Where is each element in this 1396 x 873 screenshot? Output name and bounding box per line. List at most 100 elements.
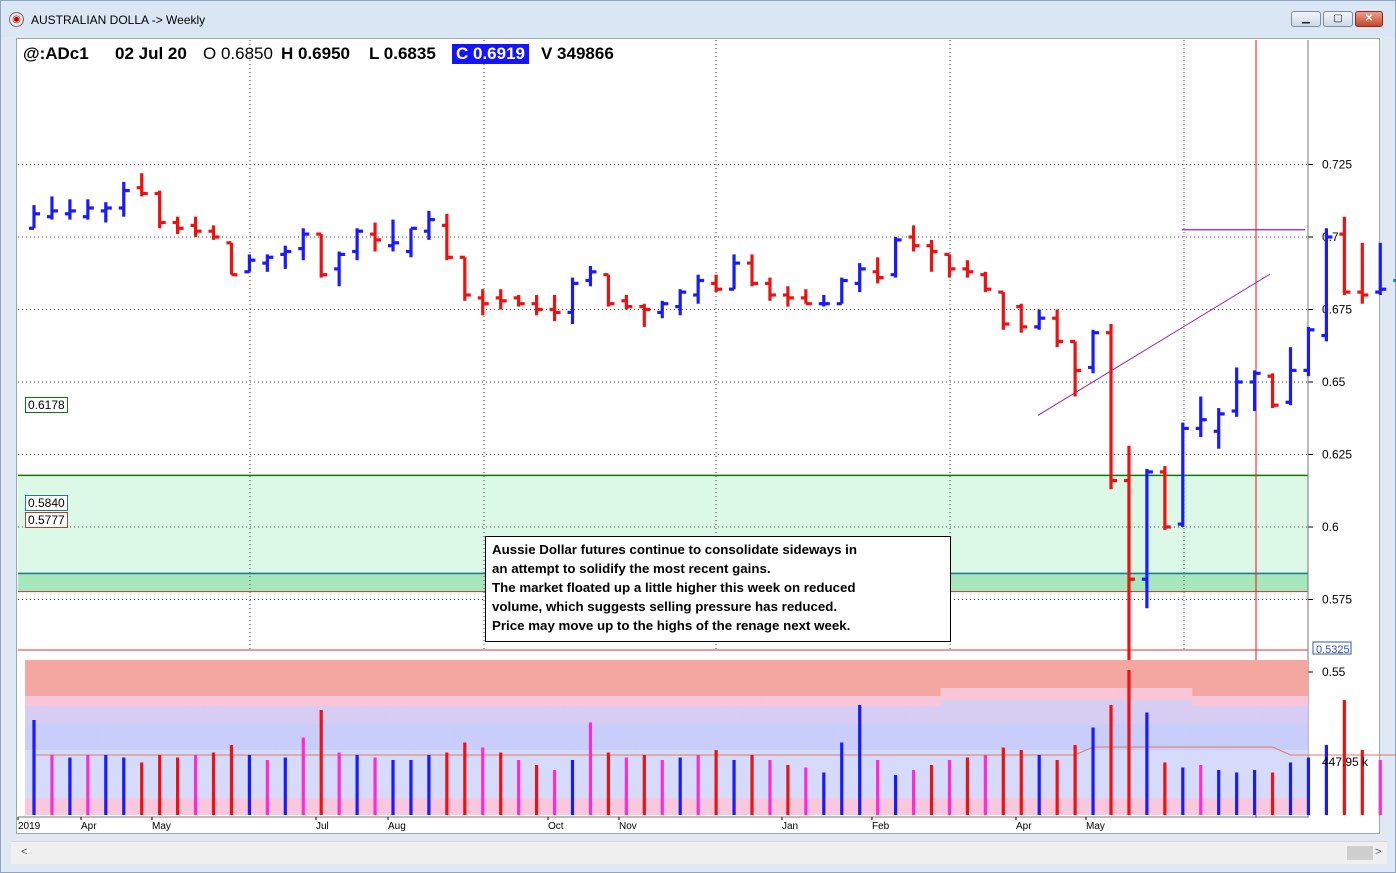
maximize-button[interactable]: ▢ bbox=[1323, 11, 1353, 27]
ohlc-bar bbox=[1321, 228, 1333, 342]
time-tick-label: Jan bbox=[782, 821, 798, 832]
ohlc-bar bbox=[800, 289, 812, 306]
level-label-2: 0.5840 bbox=[25, 495, 68, 511]
ohlc-bar bbox=[1016, 303, 1028, 333]
volume-axis-label: 447.95 k bbox=[1322, 755, 1369, 769]
ohlc-bar bbox=[890, 237, 902, 278]
ohlc-bar bbox=[1231, 367, 1243, 417]
ohlc-bar bbox=[675, 289, 687, 316]
ohlc-bar bbox=[962, 260, 974, 278]
date-label: 02 Jul 20 bbox=[115, 44, 187, 63]
time-tick-label: 2019 bbox=[18, 821, 41, 832]
level-label-3: 0.5777 bbox=[25, 512, 68, 528]
ohlc-bar bbox=[226, 241, 238, 277]
ohlc-bar bbox=[64, 199, 76, 220]
ohlc-bar bbox=[1339, 216, 1351, 295]
ohlc-bar bbox=[1034, 309, 1046, 330]
ohlc-bar bbox=[172, 216, 184, 235]
ohlc-bar bbox=[1375, 242, 1387, 295]
price-tick-label: 0.55 bbox=[1322, 665, 1346, 679]
scroll-right-icon[interactable]: > bbox=[1375, 846, 1382, 858]
ohlc-bar bbox=[190, 216, 202, 237]
price-tick-label: 0.725 bbox=[1322, 158, 1352, 172]
ohlc-bar bbox=[136, 173, 148, 197]
time-tick-label: May bbox=[1086, 821, 1105, 832]
ohlc-bar bbox=[818, 295, 830, 307]
ohlc-bar bbox=[1357, 242, 1369, 304]
volume-band bbox=[1299, 750, 1308, 815]
window-title: AUSTRALIAN DOLLA -> Weekly bbox=[31, 13, 206, 27]
ohlc-bar bbox=[1249, 370, 1261, 411]
ohlc-bar bbox=[549, 295, 561, 322]
ohlc-bar bbox=[782, 286, 794, 307]
title-bar[interactable]: ◉ AUSTRALIAN DOLLA -> Weekly ▁ ▢ ✕ bbox=[1, 1, 1395, 37]
price-tick-label: 0.625 bbox=[1322, 448, 1352, 462]
ohlc-bar bbox=[118, 181, 130, 217]
ohlc-bar bbox=[1267, 373, 1279, 409]
ohlc-bar bbox=[1106, 324, 1117, 490]
ohlc-bar bbox=[441, 213, 453, 261]
price-tick-label: 0.575 bbox=[1322, 593, 1352, 607]
level-label-1: 0.6178 bbox=[25, 397, 68, 413]
ohlc-bar bbox=[316, 232, 328, 278]
time-tick-label: May bbox=[152, 821, 171, 832]
ohlc-bar bbox=[1088, 329, 1100, 374]
close-button[interactable]: ✕ bbox=[1355, 11, 1383, 27]
ohlc-bar bbox=[603, 273, 615, 307]
ohlc-bar bbox=[908, 225, 920, 252]
ohlc-bar bbox=[998, 290, 1010, 330]
ohlc-bar bbox=[352, 228, 364, 261]
ohlc-bar bbox=[531, 295, 543, 316]
ohlc-bar bbox=[747, 254, 758, 287]
ohlc-bar bbox=[926, 239, 938, 272]
ohlc-bar bbox=[405, 226, 417, 258]
price-tick-label: 0.6 bbox=[1322, 520, 1339, 534]
low-label: L 0.6835 bbox=[369, 44, 436, 63]
note-line: Aussie Dollar futures continue to consol… bbox=[492, 542, 858, 557]
ohlc-bar bbox=[334, 251, 346, 287]
open-label: O 0.6850 bbox=[203, 44, 273, 63]
time-tick-label: Feb bbox=[872, 821, 890, 832]
ohlc-bar bbox=[388, 219, 399, 252]
ohlc-bar bbox=[567, 277, 579, 324]
ohlc-bar bbox=[729, 254, 741, 291]
time-tick-label: Jul bbox=[316, 821, 329, 832]
ohlc-bar bbox=[370, 222, 382, 252]
ohlc-bar bbox=[1195, 396, 1207, 438]
ohlc-bar bbox=[154, 190, 166, 229]
ohlc-bar bbox=[262, 254, 274, 272]
time-tick-label: Oct bbox=[548, 821, 564, 832]
ohlc-bar bbox=[46, 196, 58, 220]
ohlc-bar bbox=[1052, 309, 1064, 348]
ohlc-bar bbox=[477, 289, 489, 316]
time-tick-label: Nov bbox=[619, 821, 637, 832]
ohlc-bar bbox=[513, 295, 525, 307]
ohlc-bar bbox=[872, 257, 884, 284]
ohlc-bar bbox=[29, 205, 40, 230]
price-tick-label: 0.675 bbox=[1322, 303, 1352, 317]
ohlc-bar bbox=[1123, 445, 1135, 670]
ohlc-bar bbox=[1159, 466, 1171, 530]
ohlc-bar bbox=[854, 263, 866, 293]
axis-value-label: 0.5325 bbox=[1316, 644, 1350, 656]
price-tick-label: 0.65 bbox=[1322, 375, 1346, 389]
scroll-left-icon[interactable]: < bbox=[21, 846, 28, 858]
ohlc-bar bbox=[764, 277, 776, 301]
symbol-label: @:ADc1 bbox=[23, 44, 89, 63]
ohlc-bar bbox=[298, 228, 310, 261]
app-icon: ◉ bbox=[9, 12, 24, 27]
ohlc-bar bbox=[280, 245, 292, 269]
ohlc-bar bbox=[836, 277, 848, 306]
ohlc-bar bbox=[711, 274, 723, 293]
ohlc-bar bbox=[585, 266, 597, 287]
minimize-button[interactable]: ▁ bbox=[1291, 11, 1321, 27]
ohlc-bar bbox=[1177, 422, 1189, 527]
ohlc-bar bbox=[495, 289, 507, 310]
time-tick-label: Apr bbox=[1016, 821, 1032, 832]
ohlc-bar bbox=[244, 254, 256, 274]
horizontal-scrollbar[interactable]: < > bbox=[11, 841, 1387, 864]
ohlc-bar bbox=[1285, 347, 1297, 406]
scroll-thumb[interactable] bbox=[1347, 846, 1373, 860]
